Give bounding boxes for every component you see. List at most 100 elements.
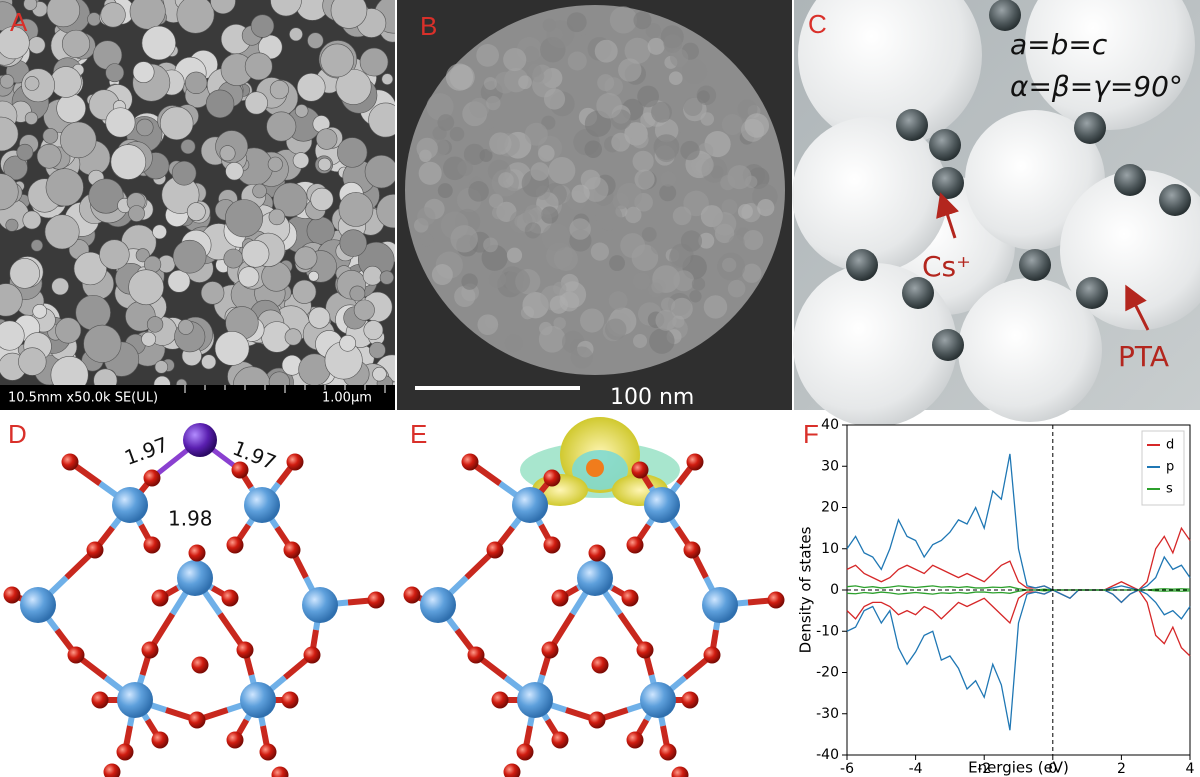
particle (250, 14, 275, 38)
o-atom (626, 536, 644, 554)
grain (663, 34, 683, 53)
y-tick-label: -10 (816, 623, 839, 639)
w-atom (117, 682, 153, 718)
grain (552, 281, 567, 296)
panel-label: D (8, 419, 27, 449)
grain (503, 47, 527, 72)
grain (504, 334, 523, 353)
particle (268, 208, 286, 226)
particle (60, 121, 97, 159)
particle (269, 80, 289, 100)
grain (491, 206, 506, 220)
particle (372, 366, 387, 382)
grain (624, 37, 651, 64)
o-atom (303, 646, 321, 664)
grain (486, 95, 501, 111)
w-atom (640, 682, 676, 718)
particle (307, 32, 324, 49)
o-atom (221, 589, 239, 607)
grain (417, 207, 436, 226)
grain (728, 234, 745, 252)
grain (655, 140, 678, 163)
o-atom (286, 453, 304, 471)
particle (316, 128, 338, 150)
grain (418, 161, 442, 185)
grain (680, 140, 700, 161)
o-atom (686, 453, 704, 471)
particle (363, 320, 384, 341)
grain (737, 203, 753, 219)
grain (524, 222, 541, 239)
particle (55, 317, 82, 344)
y-tick-label: -40 (816, 747, 839, 763)
scale-label: 1.00µm (322, 391, 372, 406)
o-atom (367, 591, 385, 609)
grain (538, 325, 566, 353)
o-atom (191, 656, 209, 674)
grain (488, 270, 507, 289)
particle (128, 269, 164, 306)
o-atom (467, 646, 485, 664)
particle (241, 239, 270, 268)
grain (609, 6, 638, 34)
particle-b (405, 5, 785, 375)
grain (457, 160, 473, 176)
lattice-angles: α=β=γ=90° (1010, 70, 1183, 103)
w-atom (644, 487, 680, 523)
cation-label: Cs⁺ (922, 250, 971, 283)
particle (225, 199, 264, 238)
w-atom (302, 587, 338, 623)
particle (159, 106, 194, 141)
o-atom (151, 731, 169, 749)
sem-info: 10.5mm x50.0k SE(UL) (8, 391, 158, 406)
particle (225, 162, 244, 181)
particle (105, 107, 136, 138)
particle (51, 277, 69, 296)
grain (571, 184, 590, 203)
panel-label: A (10, 7, 28, 37)
grain (668, 246, 691, 269)
grain (637, 85, 660, 108)
particle (129, 0, 166, 30)
y-tick-label: 20 (821, 500, 839, 516)
o-atom (231, 461, 249, 479)
particle (335, 68, 372, 105)
anion-sphere (958, 278, 1102, 422)
y-tick-label: -20 (816, 665, 839, 681)
grain (620, 233, 646, 258)
info-bar (0, 385, 395, 410)
panel-label: C (808, 9, 827, 39)
particle (0, 116, 19, 152)
particle (176, 0, 215, 34)
grain (489, 132, 512, 155)
grain (570, 346, 594, 369)
grain (683, 97, 703, 117)
o-atom (143, 536, 161, 554)
grain (488, 193, 504, 209)
particle (50, 66, 82, 98)
particle (223, 248, 244, 269)
o-atom (188, 544, 206, 562)
particle (219, 145, 236, 162)
particle (135, 248, 150, 263)
grain (616, 182, 642, 208)
panel-label: F (803, 419, 819, 449)
grain (580, 169, 601, 190)
grain (530, 162, 550, 181)
grain (476, 43, 500, 67)
o-atom (543, 536, 561, 554)
particle (99, 239, 130, 270)
grain (691, 153, 714, 177)
grain (431, 264, 453, 286)
particle (0, 283, 23, 317)
particle (364, 155, 395, 189)
particle (0, 320, 25, 351)
particle (201, 354, 217, 370)
grain (597, 74, 615, 92)
particle (23, 0, 38, 11)
grain (651, 101, 672, 123)
o-atom (236, 641, 254, 659)
particle (56, 93, 87, 124)
